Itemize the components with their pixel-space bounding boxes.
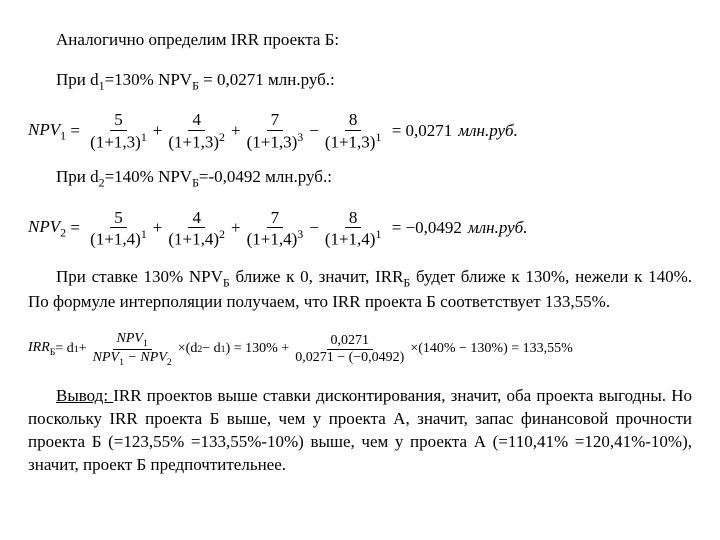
minus-d: − d <box>202 340 220 359</box>
den: (1+1,4)2 <box>164 228 229 249</box>
text: При d <box>56 70 99 89</box>
eq1-term-3: 7 (1+1,3)3 <box>243 110 308 152</box>
result: = −0,0492 <box>387 217 461 240</box>
paragraph-interpolation: При ставке 130% NPVБ ближе к 0, значит, … <box>28 266 692 313</box>
eq2-term-2: 4 (1+1,4)2 <box>164 208 229 250</box>
document-page: Аналогично определим IRR проекта Б: При … <box>0 0 720 540</box>
result-val: = 0,0271 <box>392 121 453 140</box>
op: + <box>231 217 241 240</box>
num: NPV1 <box>113 331 152 350</box>
npv1: NPV <box>93 350 119 365</box>
eq1-term-1: 5 (1+1,3)1 <box>86 110 151 152</box>
op: − <box>309 120 319 143</box>
irr-frac-symbolic: NPV1 NPV1 − NPV2 <box>89 331 176 368</box>
text: ближе к 0, значит, IRR <box>230 267 404 286</box>
sub-b: Б <box>192 78 199 92</box>
num: 4 <box>188 110 205 131</box>
result-val: = −0,0492 <box>392 218 462 237</box>
op: + <box>153 217 163 240</box>
minus: − NPV <box>124 350 167 365</box>
den-base: (1+1,4) <box>90 230 141 249</box>
text: = 0,0271 млн.руб.: <box>199 70 335 89</box>
close: ) = 130% + <box>226 340 290 359</box>
den-exp: 1 <box>375 227 381 241</box>
den: (1+1,3)1 <box>86 131 151 152</box>
op: + <box>231 120 241 143</box>
eq: = d <box>55 340 73 359</box>
eq1-term-4: 8 (1+1,3)1 <box>321 110 386 152</box>
intro-line-2: При d1=130% NPVБ = 0,0271 млн.руб.: <box>28 69 692 93</box>
sub-b: Б <box>192 176 199 190</box>
den: (1+1,3)3 <box>243 131 308 152</box>
num: 7 <box>267 110 284 131</box>
den: NPV1 − NPV2 <box>89 350 176 368</box>
lhs-sym: NPV <box>28 217 60 236</box>
result: = 0,0271 <box>387 120 452 143</box>
op: − <box>309 217 319 240</box>
eq2-term-4: 8 (1+1,4)1 <box>321 208 386 250</box>
equation-irr: IRRБ = d1 + NPV1 NPV1 − NPV2 ×(d2 − d1) … <box>28 331 692 368</box>
times-part: ×(d <box>178 340 198 359</box>
den: (1+1,4)3 <box>243 228 308 249</box>
eq2-term-1: 5 (1+1,4)1 <box>86 208 151 250</box>
op: + <box>153 120 163 143</box>
num: 8 <box>345 110 362 131</box>
den-exp: 1 <box>375 130 381 144</box>
text: =140% NPV <box>105 167 193 186</box>
equation-npv1: NPV1 = 5 (1+1,3)1 + 4 (1+1,3)2 + 7 (1+1,… <box>28 110 692 152</box>
den-base: (1+1,3) <box>90 133 141 152</box>
intro-line-1: Аналогично определим IRR проекта Б: <box>28 29 692 52</box>
den-exp: 2 <box>219 130 225 144</box>
den-exp: 3 <box>297 227 303 241</box>
den: (1+1,4)1 <box>321 228 386 249</box>
text: =130% NPV <box>105 70 193 89</box>
plus: + <box>79 340 87 359</box>
conclusion-text: IRR проектов выше ставки дисконтирования… <box>28 386 692 474</box>
text: При ставке 130% NPV <box>56 267 223 286</box>
sub-b: Б <box>223 276 230 290</box>
num: 5 <box>110 110 127 131</box>
sub2: 2 <box>167 357 172 368</box>
tail: ×(140% − 130%) = 133,55% <box>410 340 573 359</box>
lhs-sym: NPV <box>28 120 60 139</box>
lhs-sym: IRR <box>28 340 50 355</box>
text: =-0,0492 млн.руб.: <box>199 167 332 186</box>
conclusion-paragraph: Вывод: IRR проектов выше ставки дисконти… <box>28 385 692 477</box>
den-base: (1+1,4) <box>325 230 376 249</box>
den-exp: 3 <box>297 130 303 144</box>
den-base: (1+1,4) <box>168 230 219 249</box>
num: 7 <box>267 208 284 229</box>
den: (1+1,3)1 <box>321 131 386 152</box>
den-base: (1+1,3) <box>325 133 376 152</box>
conclusion-label: Вывод: <box>56 386 113 405</box>
equals: = <box>66 217 84 240</box>
unit: млн.руб. <box>458 120 518 143</box>
lhs: NPV1 <box>28 119 66 143</box>
num: 8 <box>345 208 362 229</box>
den: (1+1,3)2 <box>164 131 229 152</box>
lhs: NPV2 <box>28 216 66 240</box>
num: 5 <box>110 208 127 229</box>
unit: млн.руб. <box>468 217 528 240</box>
den-exp: 2 <box>219 227 225 241</box>
equals: = <box>66 120 84 143</box>
den-base: (1+1,3) <box>168 133 219 152</box>
equation-npv2: NPV2 = 5 (1+1,4)1 + 4 (1+1,4)2 + 7 (1+1,… <box>28 208 692 250</box>
mid-line: При d2=140% NPVБ=-0,0492 млн.руб.: <box>28 166 692 190</box>
den-exp: 1 <box>141 227 147 241</box>
sub: 1 <box>143 338 148 349</box>
eq1-term-2: 4 (1+1,3)2 <box>164 110 229 152</box>
den-base: (1+1,4) <box>247 230 298 249</box>
den: 0,0271 − (−0,0492) <box>291 350 408 366</box>
den-exp: 1 <box>141 130 147 144</box>
text: При d <box>56 167 99 186</box>
npv: NPV <box>117 331 143 346</box>
den: (1+1,4)1 <box>86 228 151 249</box>
lhs: IRRБ <box>28 339 55 359</box>
num: 0,0271 <box>327 333 374 350</box>
den-base: (1+1,3) <box>247 133 298 152</box>
num: 4 <box>188 208 205 229</box>
eq2-term-3: 7 (1+1,4)3 <box>243 208 308 250</box>
irr-frac-numeric: 0,0271 0,0271 − (−0,0492) <box>291 333 408 366</box>
